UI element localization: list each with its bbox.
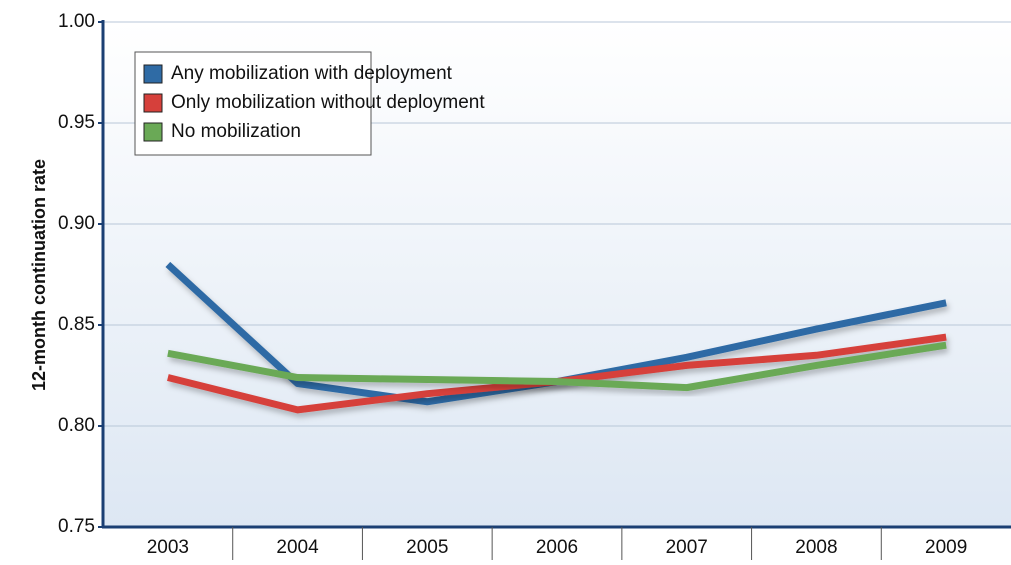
legend-box xyxy=(134,51,372,156)
y-tick-label: 0.85 xyxy=(58,314,95,335)
x-tick-label: 2004 xyxy=(276,537,319,558)
legend-label: Any mobilization with deployment xyxy=(171,63,453,84)
x-tick-label: 2003 xyxy=(147,537,189,558)
y-tick-label: 0.95 xyxy=(58,112,95,133)
y-tick-label: 0.75 xyxy=(58,516,95,537)
x-tick-label: 2006 xyxy=(536,537,578,558)
x-tick-label: 2008 xyxy=(795,537,837,558)
legend-label: No mobilization xyxy=(171,121,301,142)
legend-label: Only mobilization without deployment xyxy=(171,92,485,113)
legend-swatch xyxy=(143,122,163,142)
series-line xyxy=(167,341,947,392)
y-tick-label: 0.90 xyxy=(58,213,95,234)
legend-swatch xyxy=(143,64,163,84)
x-tick-label: 2005 xyxy=(406,537,448,558)
legend-swatch xyxy=(143,93,163,113)
y-tick-label: 0.80 xyxy=(58,415,95,436)
y-axis-label: 12-month continuation rate xyxy=(29,159,49,391)
x-tick-label: 2007 xyxy=(666,537,708,558)
y-tick-label: 1.00 xyxy=(58,11,95,32)
x-tick-label: 2009 xyxy=(925,537,967,558)
